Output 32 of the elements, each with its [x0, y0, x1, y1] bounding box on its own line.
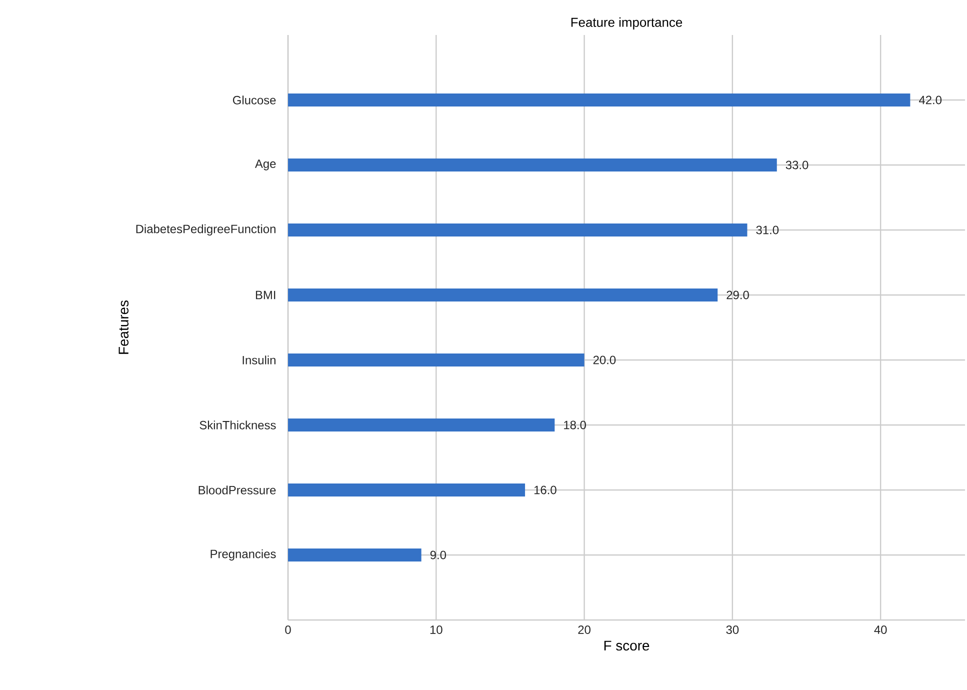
bar	[288, 288, 718, 302]
y-tick-label: SkinThickness	[200, 420, 276, 430]
bar	[288, 223, 748, 236]
bar	[288, 418, 555, 432]
y-tick-label: BMI	[256, 290, 276, 300]
y-tick-label: BloodPressure	[198, 486, 276, 494]
y-tick-label: Glucose	[232, 96, 276, 104]
x-tick-label: 30	[726, 626, 739, 634]
bar	[288, 353, 584, 366]
x-tick-label: 40	[874, 626, 887, 634]
y-tick-label: DiabetesPedigreeFunction	[136, 224, 276, 236]
y-axis-title: Features	[118, 300, 129, 354]
data-label: 20.0	[593, 356, 616, 364]
bar	[288, 483, 526, 496]
data-label: 18.0	[564, 420, 586, 430]
y-tick-label: Pregnancies	[210, 549, 276, 561]
bar	[288, 93, 910, 106]
bar	[288, 158, 777, 172]
x-tick-label: 0	[285, 626, 291, 634]
chart-title: Feature importance	[571, 17, 682, 30]
y-tick-label: Insulin	[242, 356, 276, 364]
data-label: 33.0	[786, 160, 808, 170]
data-label: 16.0	[534, 486, 556, 494]
y-tick-label: Age	[254, 160, 276, 170]
data-label: 9.0	[430, 550, 446, 560]
bar	[288, 548, 422, 562]
x-tick-label: 10	[430, 626, 442, 634]
data-label: 31.0	[756, 226, 779, 234]
x-axis-title: F score	[604, 640, 650, 651]
x-tick-label: 20	[578, 626, 590, 634]
data-label: 29.0	[726, 290, 749, 300]
data-label: 42.0	[919, 96, 942, 104]
